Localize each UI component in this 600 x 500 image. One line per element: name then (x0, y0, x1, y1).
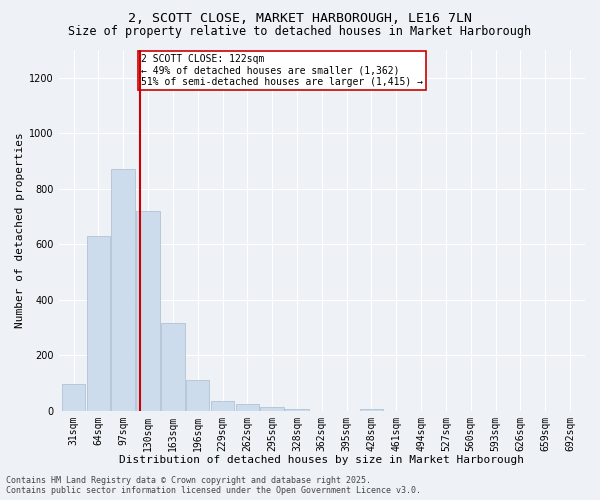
Bar (86, 236, 110, 410)
Bar (161, 324, 185, 410)
X-axis label: Distribution of detached houses by size in Market Harborough: Distribution of detached houses by size … (119, 455, 524, 465)
Bar (136, 211, 160, 410)
Text: 2, SCOTT CLOSE, MARKET HARBOROUGH, LE16 7LN: 2, SCOTT CLOSE, MARKET HARBOROUGH, LE16 … (128, 12, 472, 26)
Bar (359, 408, 383, 410)
Bar (211, 401, 235, 410)
Bar (260, 408, 284, 410)
Y-axis label: Number of detached properties: Number of detached properties (15, 132, 25, 328)
Bar (236, 404, 259, 410)
Text: Contains HM Land Registry data © Crown copyright and database right 2025.
Contai: Contains HM Land Registry data © Crown c… (6, 476, 421, 495)
Bar (62, 384, 85, 410)
Bar (186, 380, 209, 410)
Text: Size of property relative to detached houses in Market Harborough: Size of property relative to detached ho… (68, 25, 532, 38)
Bar (112, 170, 135, 410)
Text: 2 SCOTT CLOSE: 122sqm
← 49% of detached houses are smaller (1,362)
51% of semi-d: 2 SCOTT CLOSE: 122sqm ← 49% of detached … (141, 54, 423, 88)
